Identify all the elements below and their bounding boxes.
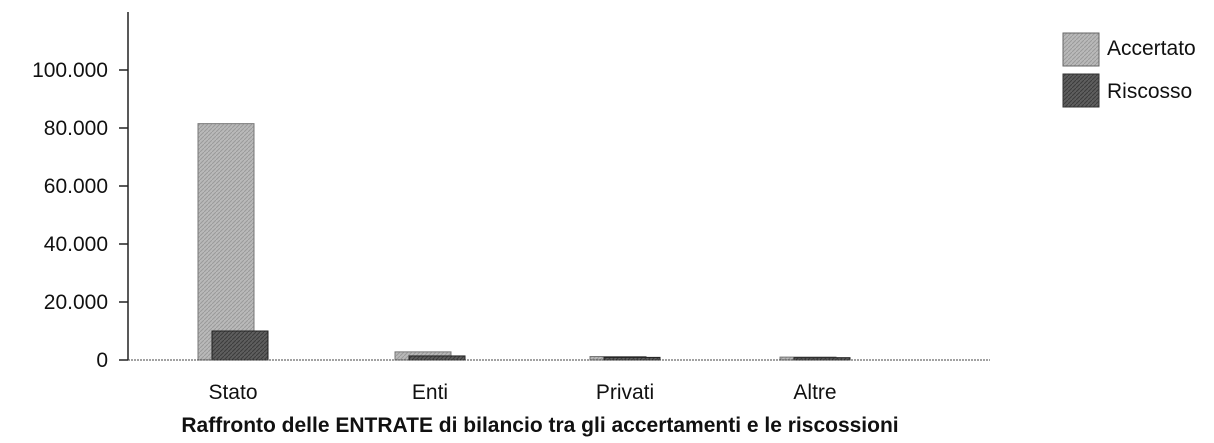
x-category-label: Stato [208, 381, 257, 404]
y-tick-label: 0 [96, 349, 108, 372]
legend-label-riscosso: Riscosso [1107, 80, 1192, 103]
legend-swatch-accertato [1062, 32, 1100, 67]
y-tick-label: 40.000 [44, 233, 108, 256]
chart-title: Raffronto delle ENTRATE di bilancio tra … [181, 414, 898, 437]
bar-accertato-stato [197, 123, 255, 361]
y-tick-label: 100.000 [32, 59, 108, 82]
y-ticks-layer: 0 20.000 40.000 60.000 80.000 100.000 [32, 59, 128, 372]
legend-label-accertato: Accertato [1107, 37, 1196, 60]
y-tick-label: 60.000 [44, 175, 108, 198]
bar-riscosso-enti [408, 355, 466, 361]
bar-riscosso-stato [211, 330, 269, 361]
legend-swatch-riscosso [1062, 73, 1100, 108]
x-category-label: Privati [596, 381, 654, 404]
bars-layer [197, 123, 851, 361]
y-tick-label: 20.000 [44, 291, 108, 314]
x-category-label: Altre [793, 381, 836, 404]
x-labels-layer: Stato Enti Privati Altre [208, 381, 836, 404]
x-category-label: Enti [412, 381, 448, 404]
legend: Accertato Riscosso [1062, 32, 1196, 108]
y-tick-label: 80.000 [44, 117, 108, 140]
